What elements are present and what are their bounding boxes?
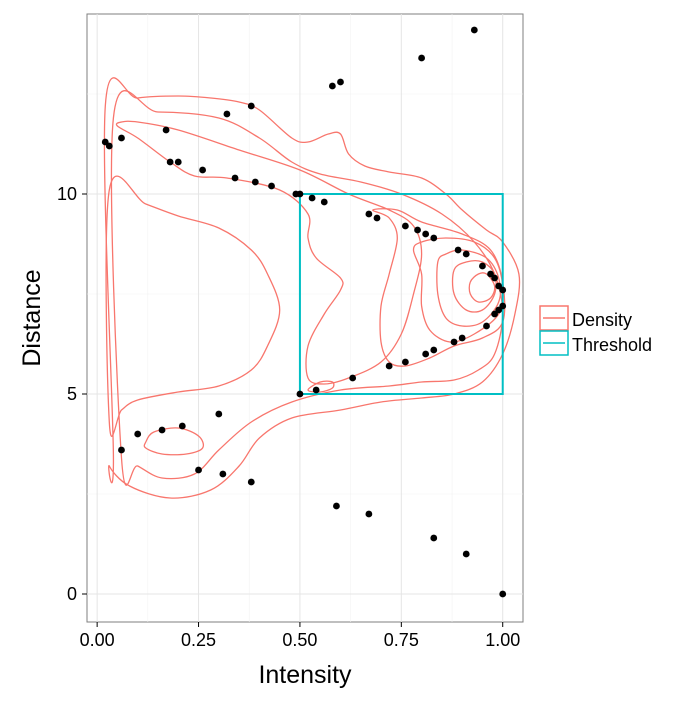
x-tick-label: 0.25 — [181, 630, 216, 650]
scatter-point — [162, 126, 170, 134]
scatter-point — [231, 174, 239, 182]
scatter-point — [223, 110, 231, 118]
scatter-point — [450, 338, 458, 346]
scatter-points — [101, 26, 507, 598]
scatter-point — [337, 78, 344, 86]
scatter-point — [308, 194, 316, 202]
scatter-point — [414, 226, 421, 234]
scatter-point — [268, 182, 275, 190]
scatter-point — [296, 190, 304, 198]
x-tick-label: 0.50 — [282, 630, 317, 650]
grid-minor — [87, 14, 523, 622]
scatter-point — [491, 274, 499, 282]
scatter-point — [247, 478, 255, 486]
x-tick-label: 0.75 — [384, 630, 419, 650]
scatter-point — [499, 286, 507, 294]
density-contour — [372, 208, 506, 367]
density-contour — [110, 90, 504, 486]
scatter-point — [422, 350, 430, 358]
scatter-point — [430, 234, 438, 242]
scatter-point — [349, 374, 357, 382]
scatter-point — [430, 534, 438, 542]
scatter-point — [219, 470, 227, 478]
scatter-point — [470, 26, 478, 34]
scatter-point — [247, 102, 255, 110]
scatter-point — [178, 422, 186, 430]
scatter-point — [373, 214, 381, 222]
density-contour — [307, 380, 335, 393]
scatter-point — [251, 178, 259, 186]
scatter-point — [365, 510, 373, 518]
density-contour — [451, 260, 497, 313]
scatter-point — [365, 210, 373, 218]
scatter-point — [134, 430, 142, 438]
scatter-point — [166, 158, 174, 166]
x-tick-label: 0.00 — [80, 630, 115, 650]
legend-label-density: Density — [572, 310, 632, 330]
density-contour — [103, 77, 521, 499]
scatter-point — [174, 158, 182, 166]
scatter-point — [483, 322, 490, 330]
density-contour — [468, 272, 496, 303]
x-axis: 0.00 0.25 0.50 0.75 1.00 — [80, 622, 520, 650]
scatter-point — [418, 54, 426, 62]
scatter-point — [454, 246, 462, 254]
legend: Density Threshold — [539, 305, 652, 356]
scatter-point — [328, 82, 336, 90]
plot-panel — [86, 13, 524, 623]
legend-item-density: Density — [539, 305, 632, 331]
y-tick-label: 10 — [57, 184, 77, 204]
scatter-point — [491, 310, 499, 318]
threshold-rect — [298, 193, 504, 395]
scatter-point — [118, 446, 125, 454]
scatter-point — [195, 466, 202, 474]
scatter-point — [430, 346, 438, 354]
scatter-point — [215, 410, 223, 418]
scatter-point — [422, 230, 430, 238]
scatter-point — [462, 550, 470, 558]
y-axis: 0 5 10 — [57, 184, 87, 604]
y-tick-label: 0 — [67, 584, 77, 604]
scatter-point — [296, 390, 304, 398]
scatter-point — [333, 502, 340, 510]
scatter-point — [105, 142, 113, 150]
scatter-point — [458, 334, 466, 342]
scatter-point — [401, 222, 409, 230]
scatter-point — [320, 198, 328, 206]
scatter-point — [479, 262, 486, 270]
y-axis-label: Distance — [18, 269, 46, 366]
scatter-point — [312, 386, 320, 394]
scatter-point — [401, 358, 409, 366]
density-contour — [412, 237, 504, 343]
y-tick-label: 5 — [67, 384, 77, 404]
legend-item-threshold: Threshold — [539, 330, 652, 356]
scatter-point — [462, 250, 470, 258]
scatter-point — [385, 362, 393, 370]
scatter-point — [158, 426, 166, 434]
scatter-point — [118, 134, 125, 142]
density-contour — [115, 120, 423, 385]
x-axis-label: Intensity — [258, 661, 352, 689]
scatter-point — [199, 166, 206, 174]
scatter-point — [499, 590, 507, 598]
density-contour — [105, 175, 281, 437]
legend-label-threshold: Threshold — [572, 335, 652, 355]
x-tick-label: 1.00 — [485, 630, 520, 650]
